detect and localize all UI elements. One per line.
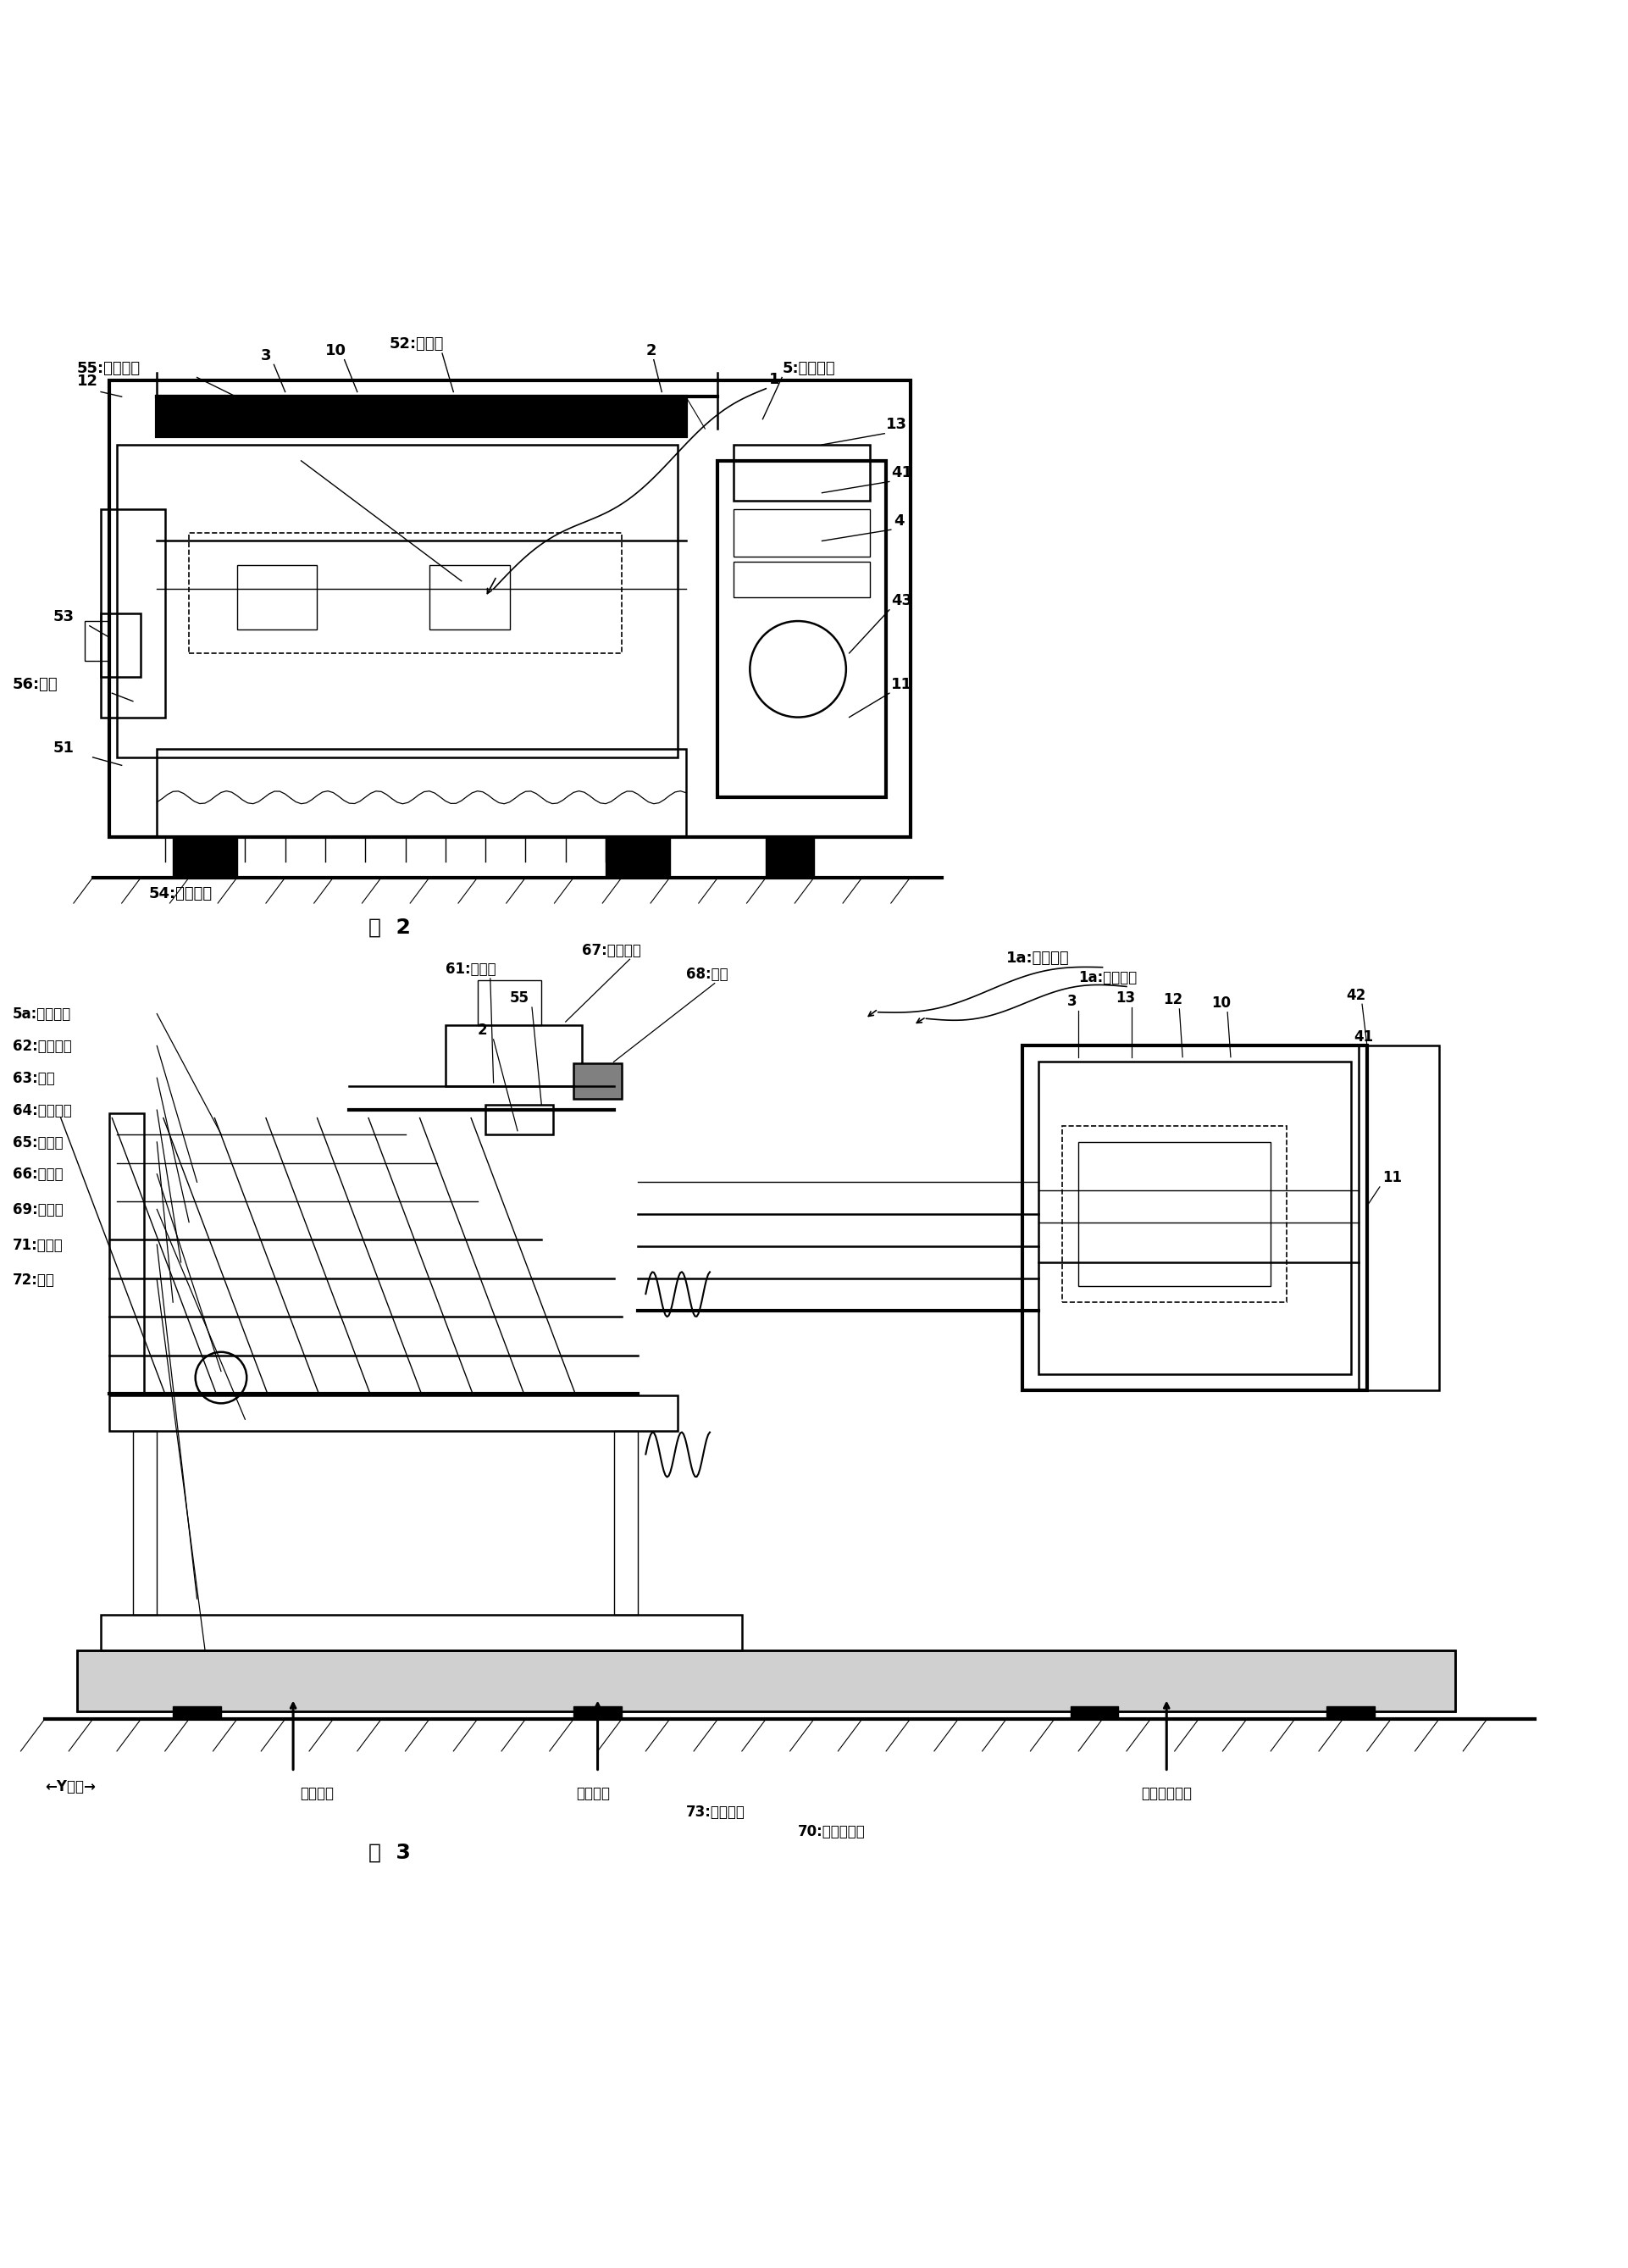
Bar bbox=[77, 1651, 1455, 1710]
Bar bbox=[85, 621, 109, 662]
Bar bbox=[109, 381, 910, 837]
Bar bbox=[1327, 1706, 1376, 1719]
Bar bbox=[117, 445, 677, 758]
Text: 43: 43 bbox=[891, 594, 912, 608]
Bar bbox=[77, 1651, 1455, 1710]
Bar bbox=[734, 508, 869, 558]
Bar bbox=[189, 533, 622, 653]
Bar bbox=[156, 397, 685, 438]
Bar bbox=[1359, 1046, 1439, 1390]
Text: 11: 11 bbox=[891, 676, 912, 692]
Text: 13: 13 bbox=[1115, 991, 1135, 1007]
Text: 12: 12 bbox=[77, 374, 98, 388]
Text: 2: 2 bbox=[477, 1023, 487, 1039]
Text: 设置位置: 设置位置 bbox=[300, 1785, 334, 1801]
Text: 66:转动轴: 66:转动轴 bbox=[13, 1168, 63, 1182]
Bar bbox=[573, 1064, 622, 1098]
Bar bbox=[734, 562, 869, 596]
Bar bbox=[173, 837, 238, 878]
Text: 2: 2 bbox=[646, 342, 656, 358]
Bar bbox=[101, 612, 142, 678]
Text: 10: 10 bbox=[1211, 996, 1231, 1012]
Bar bbox=[606, 837, 669, 878]
Text: 64:直线导轨: 64:直线导轨 bbox=[13, 1102, 72, 1118]
Bar bbox=[109, 1114, 145, 1393]
Text: 62:直线导轨: 62:直线导轨 bbox=[13, 1039, 72, 1055]
Text: 73:升降单元: 73:升降单元 bbox=[685, 1805, 746, 1821]
Bar bbox=[477, 980, 542, 1025]
Text: 41: 41 bbox=[891, 465, 912, 481]
Text: 61:保持板: 61:保持板 bbox=[446, 962, 497, 978]
Text: 68:挡块: 68:挡块 bbox=[685, 966, 728, 982]
Text: 4: 4 bbox=[894, 513, 905, 528]
Bar bbox=[238, 565, 317, 628]
Text: 3: 3 bbox=[1068, 993, 1078, 1009]
Text: 5:保持单元: 5:保持单元 bbox=[781, 361, 835, 376]
Bar bbox=[718, 460, 886, 798]
Text: 63:轨道: 63:轨道 bbox=[13, 1070, 55, 1086]
Bar bbox=[101, 508, 164, 717]
Text: 52:基底板: 52:基底板 bbox=[389, 336, 444, 352]
Bar bbox=[485, 1105, 554, 1134]
Bar bbox=[573, 1706, 622, 1719]
Text: 65:转动板: 65:转动板 bbox=[13, 1134, 63, 1150]
Text: 51: 51 bbox=[52, 742, 73, 755]
Text: 69:基座板: 69:基座板 bbox=[13, 1202, 63, 1218]
Text: 56:气缸: 56:气缸 bbox=[13, 676, 59, 692]
Bar bbox=[1078, 1143, 1271, 1286]
Text: 1a:涂数装置: 1a:涂数装置 bbox=[1006, 950, 1070, 966]
Text: 12: 12 bbox=[1164, 993, 1184, 1007]
Text: 10: 10 bbox=[326, 342, 347, 358]
Text: ←Y方向→: ←Y方向→ bbox=[44, 1780, 96, 1794]
Bar bbox=[430, 565, 510, 628]
Text: 图  2: 图 2 bbox=[368, 919, 410, 939]
Bar bbox=[133, 1431, 156, 1615]
Text: 55:保持部件: 55:保持部件 bbox=[77, 361, 140, 376]
Bar bbox=[1063, 1125, 1286, 1302]
Bar bbox=[156, 748, 685, 837]
Text: 41: 41 bbox=[1354, 1030, 1374, 1046]
Text: 55: 55 bbox=[510, 991, 529, 1007]
Text: 71:引导柱: 71:引导柱 bbox=[13, 1238, 63, 1252]
Text: 53: 53 bbox=[52, 610, 73, 624]
Text: 安装位置: 安装位置 bbox=[576, 1785, 610, 1801]
Text: 72:底架: 72:底架 bbox=[13, 1272, 55, 1288]
Text: 13: 13 bbox=[886, 417, 907, 433]
Text: 70:保持单元架: 70:保持单元架 bbox=[798, 1823, 866, 1839]
Text: 1a:涂数装置: 1a:涂数装置 bbox=[1078, 971, 1136, 984]
Bar bbox=[173, 1706, 221, 1719]
Bar bbox=[614, 1431, 638, 1615]
Bar bbox=[101, 1615, 742, 1651]
Bar bbox=[446, 1025, 581, 1086]
Text: 3: 3 bbox=[260, 347, 272, 363]
Bar bbox=[1071, 1706, 1118, 1719]
Text: 67:转动气缸: 67:转动气缸 bbox=[581, 943, 641, 957]
Text: 图  3: 图 3 bbox=[368, 1842, 410, 1862]
Text: 54:线性电机: 54:线性电机 bbox=[148, 887, 213, 903]
Text: 处理结束位置: 处理结束位置 bbox=[1141, 1785, 1192, 1801]
Text: 11: 11 bbox=[1382, 1170, 1402, 1186]
Bar bbox=[1022, 1046, 1368, 1390]
Bar bbox=[109, 1395, 677, 1431]
Bar bbox=[734, 445, 869, 501]
Bar bbox=[1039, 1061, 1351, 1374]
Text: 42: 42 bbox=[1346, 987, 1366, 1002]
Bar bbox=[765, 837, 814, 878]
Text: 5a:保持单元: 5a:保持单元 bbox=[13, 1007, 72, 1023]
Text: 1: 1 bbox=[768, 372, 780, 388]
